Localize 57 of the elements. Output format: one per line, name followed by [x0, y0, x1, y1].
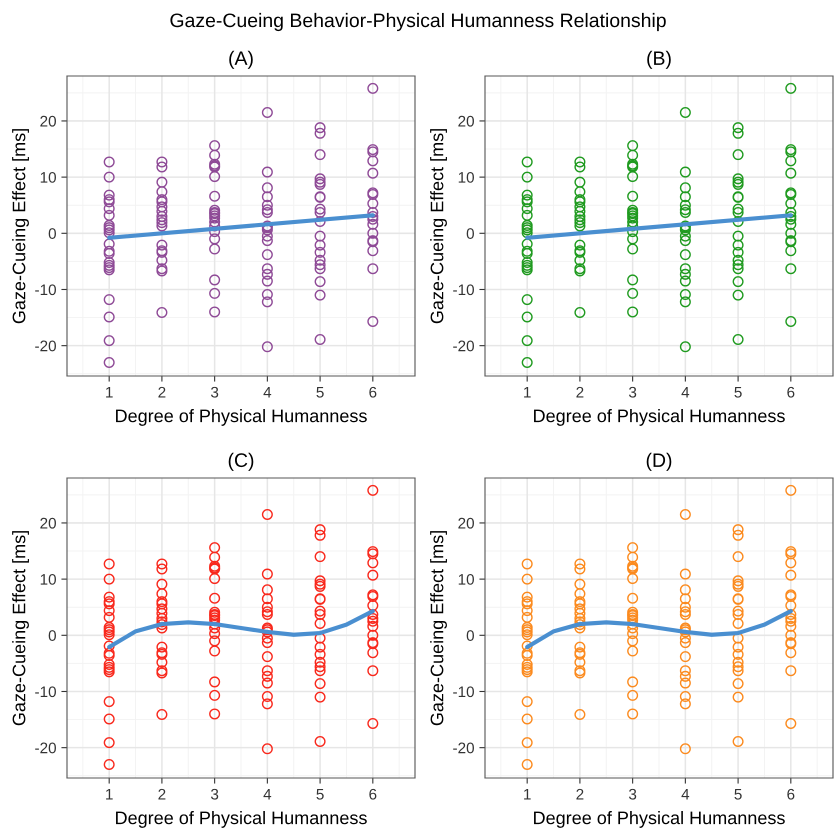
y-tick-label: 10 — [40, 574, 56, 585]
x-tick-label: 3 — [210, 788, 218, 800]
x-tick-label: 2 — [576, 788, 584, 800]
x-tick-label: 5 — [316, 788, 324, 800]
x-axis-title: Degree of Physical Humanness — [116, 810, 367, 828]
y-tick-label: 20 — [458, 518, 474, 529]
y-axis-title: Gaze-Cueing Effect [ms] — [430, 531, 447, 726]
x-tick-label: 1 — [106, 386, 113, 398]
x-axis-title: Degree of Physical Humanness — [534, 810, 785, 828]
y-tick-label: -20 — [35, 742, 56, 754]
x-tick-label: 6 — [369, 788, 376, 800]
y-axis-title: Gaze-Cueing Effect [ms] — [430, 129, 447, 324]
y-tick-label: 20 — [458, 116, 474, 127]
y-tick-label: 20 — [40, 518, 56, 529]
x-tick-label: 1 — [524, 386, 531, 398]
x-tick-label: 5 — [316, 386, 324, 398]
x-tick-label: 6 — [369, 386, 376, 398]
text: Gaze-Cueing Behavior-Physical Humanness Relationship — [170, 12, 666, 32]
y-tick-label: 10 — [40, 172, 56, 183]
x-tick-label: 4 — [681, 788, 690, 800]
x-tick-label: 3 — [210, 386, 218, 398]
y-tick-label: -10 — [453, 686, 474, 698]
x-tick-label: 5 — [734, 788, 742, 800]
chart-title: (D) — [646, 452, 672, 471]
y-axis-title: Gaze-Cueing Effect [ms] — [12, 531, 29, 726]
x-tick-label: 4 — [263, 386, 272, 398]
x-tick-label: 3 — [628, 386, 636, 398]
x-tick-label: 6 — [787, 386, 794, 398]
x-tick-label: 6 — [787, 788, 794, 800]
y-tick-label: 0 — [48, 228, 56, 239]
y-tick-label: 20 — [40, 116, 56, 127]
y-tick-label: 0 — [48, 630, 56, 641]
chart-title: (A) — [229, 50, 253, 69]
y-axis-title: Gaze-Cueing Effect [ms] — [12, 129, 29, 324]
x-tick-label: 4 — [681, 386, 690, 398]
x-axis-title: Degree of Physical Humanness — [116, 408, 367, 426]
y-tick-label: -10 — [35, 284, 56, 296]
y-tick-label: 10 — [458, 172, 474, 183]
y-tick-label: -10 — [35, 686, 56, 698]
y-tick-label: 10 — [458, 574, 474, 585]
x-tick-label: 3 — [628, 788, 636, 800]
x-tick-label: 2 — [158, 788, 166, 800]
x-tick-label: 2 — [576, 386, 584, 398]
y-tick-label: -10 — [453, 284, 474, 296]
chart-title: (B) — [647, 50, 671, 69]
chart-title: (C) — [228, 452, 254, 471]
y-tick-label: 0 — [466, 228, 474, 239]
x-tick-label: 4 — [263, 788, 272, 800]
x-tick-label: 1 — [524, 788, 531, 800]
x-tick-label: 2 — [158, 386, 166, 398]
x-axis-title: Degree of Physical Humanness — [534, 408, 785, 426]
x-tick-label: 5 — [734, 386, 742, 398]
y-tick-label: -20 — [453, 340, 474, 352]
y-tick-label: 0 — [466, 630, 474, 641]
y-tick-label: -20 — [453, 742, 474, 754]
x-tick-label: 1 — [106, 788, 113, 800]
y-tick-label: -20 — [35, 340, 56, 352]
